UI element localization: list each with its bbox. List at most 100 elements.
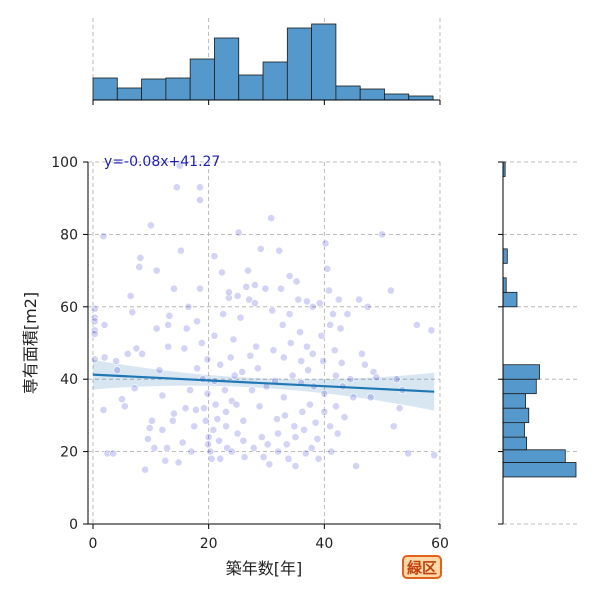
y-histogram-bar [502,407,530,424]
scatter-point [99,232,108,241]
scatter-point [297,357,306,365]
scatter-point [249,444,258,452]
scatter-point [230,371,239,380]
x-histogram-bar [359,88,385,101]
scatter-point [392,375,401,384]
scatter-point [196,196,204,204]
scatter-point [222,407,230,416]
scatter-point [290,422,299,431]
scatter-point [300,425,308,434]
scatter-point [358,349,366,358]
scatter-point [158,391,167,400]
scatter-point [192,406,200,414]
scatter-point [172,183,181,192]
scatter-point [286,339,295,347]
scatter-point [291,462,300,470]
scatter-point [165,311,174,320]
y-marginal-histogram [498,161,580,525]
scatter-point [319,357,328,365]
scatter-point [269,346,278,355]
scatter-point [187,447,196,456]
scatter-point [215,436,223,445]
scatter-point [120,402,129,411]
x-histogram-bar [238,74,264,101]
scatter-point [238,368,247,376]
scatter-point [234,228,243,237]
scatter-point [251,299,259,308]
scatter-point [366,393,375,402]
scatter-point [336,324,345,333]
scatter-point [265,460,274,469]
scatter-point [100,320,109,329]
scatter-point [227,447,236,456]
scatter-point [236,313,245,322]
scatter-point [148,416,156,425]
scatter-point [427,326,436,335]
scatter-point [90,317,99,326]
regression-line [92,373,435,393]
scatter-point [325,286,333,295]
scatter-point [213,415,222,423]
x-histogram-bar [141,78,167,101]
scatter-point [193,364,201,373]
scatter-point [204,440,212,449]
scatter-point [112,357,121,365]
y-tick-label: 100 [51,155,78,171]
x-histogram-bar [286,27,313,101]
scatter-point [279,393,288,402]
scatter-point [158,425,167,434]
scatter-point [274,447,282,456]
x-tick-label: 60 [431,536,449,552]
scatter-point [279,353,288,362]
scatter-point [222,422,230,431]
scatter-point [386,286,395,295]
scatter-point [90,304,99,313]
scatter-point [175,162,184,170]
scatter-point [233,429,242,438]
scatter-point [404,449,413,458]
scatter-point [128,308,137,317]
scatter-point [326,422,335,431]
scatter-point [209,425,218,434]
scatter-point [292,277,301,286]
scatter-point [252,342,260,351]
scatter-point [90,355,99,364]
scatter-point [196,284,204,293]
scatter-point [168,416,177,425]
scatter-point [294,295,303,304]
regression-confidence-band [93,359,435,411]
scatter-point [277,284,285,293]
scatter-point [326,320,335,329]
scatter-point [248,386,256,394]
scatter-point [378,230,387,239]
regression-equation: y=-0.08x+41.27 [104,154,220,170]
scatter-point [229,335,238,344]
scatter-point [334,295,343,304]
scatter-point [313,435,322,443]
scatter-point [314,454,323,463]
x-histogram-bar [189,58,215,101]
scatter-point [340,413,349,422]
scatter-plot: 0 20 40 60 0 20 40 60 80 100 y=-0.08x+41.27 築年数[… [21,154,449,578]
scatter-point [181,404,190,413]
scatter-point [177,246,185,255]
scatter-point [389,422,398,431]
scatter-point [211,400,220,409]
scatter-point [225,293,233,302]
scatter-point [200,404,208,413]
scatter-point [372,373,381,382]
scatter-point [307,444,316,452]
scatter-point [210,331,219,340]
x-tick-label: 40 [315,536,333,552]
scatter-point [170,284,178,293]
scatter-point [323,264,332,273]
scatter-point [275,246,284,255]
scatter-point [303,297,311,306]
scatter-point [130,384,139,393]
scatter-point [349,393,358,402]
scatter-point [263,440,272,449]
scatter-point [218,268,226,277]
scatter-point [240,453,249,461]
scatter-point [136,254,145,262]
scatter-point [268,306,277,315]
